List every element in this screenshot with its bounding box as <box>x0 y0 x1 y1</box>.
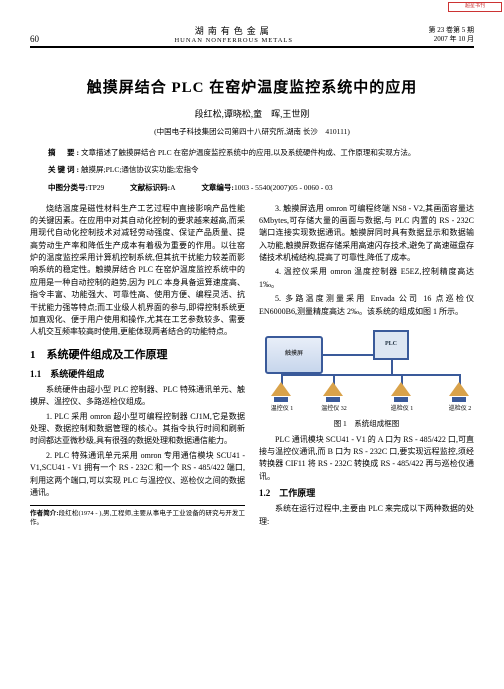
abstract-text: 文章描述了触摸屏结合 PLC 在窑炉温度监控系统中的应用,以及系统硬件构成、工作… <box>81 148 415 157</box>
classification-line: 中图分类号:TP29 文献标识码:A 文章编号:1003 - 5540(2007… <box>48 182 456 193</box>
para: 4. 温控仪采用 omron 温度控制器 E5EZ,控制精度高达 1‰。 <box>259 266 474 291</box>
sensor-label: 温控仪 32 <box>317 405 351 414</box>
issue-date: 2007 年 10 月 <box>429 35 475 44</box>
affiliation: (中国电子科技集团公司第四十八研究所,湖南 长沙 410111) <box>30 126 474 137</box>
page-number: 60 <box>30 34 39 44</box>
volume: 第 23 卷第 5 期 <box>429 26 475 35</box>
cls-val: TP29 <box>88 183 104 192</box>
cls-label: 中图分类号: <box>48 183 88 192</box>
subsection-heading-11: 1.1 系统硬件组成 <box>30 368 245 382</box>
touchscreen-box: 触摸屏 <box>265 336 323 374</box>
para: 1. PLC 采用 omron 超小型可编程控制器 CJ1M,它是数据处理、数据… <box>30 411 245 448</box>
abstract-label: 摘 要: <box>48 148 81 157</box>
keywords-label: 关键词: <box>48 165 81 174</box>
journal-title: 湖南有色金属 HUNAN NONFERROUS METALS <box>39 24 429 44</box>
para: PLC 通讯模块 SCU41 - V1 的 A 口为 RS - 485/422 … <box>259 434 474 484</box>
right-column: 3. 触摸屏选用 omron 可编程终端 NS8 - V2,其画面容量达 6Mb… <box>259 203 474 530</box>
doc-label: 文献标识码: <box>130 183 170 192</box>
sensor-icon <box>271 382 291 402</box>
body-columns: 烧结温度是磁性材料生产工艺过程中直接影响产品性能的关键因素。在应用中对其自动化控… <box>30 203 474 530</box>
doc-val: A <box>170 183 175 192</box>
connector-line <box>391 360 393 374</box>
connector-line <box>281 374 461 376</box>
plc-box: PLC <box>373 330 409 360</box>
left-column: 烧结温度是磁性材料生产工艺过程中直接影响产品性能的关键因素。在应用中对其自动化控… <box>30 203 245 530</box>
sensor-label: 温控仪 1 <box>265 405 299 414</box>
journal-cn: 湖南有色金属 <box>39 24 429 37</box>
sensor-label: 巡检仪 1 <box>385 405 419 414</box>
figure-1: 触摸屏 PLC 温控仪 1 温控仪 32 巡检仪 1 巡检 <box>259 322 474 414</box>
corner-badge: 超星书刊 <box>448 2 502 12</box>
figure-caption: 图 1 系统组成框图 <box>259 418 474 430</box>
para: 烧结温度是磁性材料生产工艺过程中直接影响产品性能的关键因素。在应用中对其自动化控… <box>30 203 245 339</box>
footnote-label: 作者简介: <box>30 510 59 517</box>
para: 系统硬件由超小型 PLC 控制器、PLC 特殊通讯单元、触摸屏、温控仪、多路巡检… <box>30 384 245 409</box>
authors: 段红松,谭晓松,童 晖,王世刚 <box>30 107 474 120</box>
page: 超星书刊 60 湖南有色金属 HUNAN NONFERROUS METALS 第… <box>0 0 504 689</box>
connector-line <box>323 354 373 356</box>
art-val: 1003 - 5540(2007)05 - 0060 - 03 <box>234 183 333 192</box>
sensor-label: 巡检仪 2 <box>443 405 477 414</box>
subsection-heading-12: 1.2 工作原理 <box>259 487 474 501</box>
article-title: 触摸屏结合 PLC 在窑炉温度监控系统中的应用 <box>30 76 474 97</box>
issue-info: 第 23 卷第 5 期 2007 年 10 月 <box>429 26 475 44</box>
sensor-icon <box>391 382 411 402</box>
abstract: 摘 要:文章描述了触摸屏结合 PLC 在窑炉温度监控系统中的应用,以及系统硬件构… <box>48 147 456 158</box>
para: 2. PLC 特殊通讯单元采用 omron 专用通信模块 SCU41 - V1,… <box>30 450 245 500</box>
sensor-icon <box>323 382 343 402</box>
para: 系统在运行过程中,主要由 PLC 来完成以下两种数据的处理: <box>259 503 474 528</box>
journal-en: HUNAN NONFERROUS METALS <box>39 37 429 44</box>
art-label: 文章编号: <box>201 183 234 192</box>
section-heading-1: 1 系统硬件组成及工作原理 <box>30 347 245 364</box>
keywords-text: 触摸屏;PLC;通信协议实功能;宏指令 <box>81 165 199 174</box>
footnote-text: 段红松(1974 - ),男,工程师,主要从事电子工业设备的研究与开发工作。 <box>30 510 245 526</box>
keywords: 关键词:触摸屏;PLC;通信协议实功能;宏指令 <box>48 164 456 175</box>
footnote-divider <box>30 505 245 506</box>
sensor-icon <box>449 382 469 402</box>
footnote: 作者简介:段红松(1974 - ),男,工程师,主要从事电子工业设备的研究与开发… <box>30 509 245 527</box>
para: 3. 触摸屏选用 omron 可编程终端 NS8 - V2,其画面容量达 6Mb… <box>259 203 474 265</box>
diagram-canvas: 触摸屏 PLC 温控仪 1 温控仪 32 巡检仪 1 巡检 <box>261 324 472 412</box>
page-header: 60 湖南有色金属 HUNAN NONFERROUS METALS 第 23 卷… <box>30 24 474 48</box>
para: 5. 多路温度测量采用 Envada 公司 16 点巡检仪 EN6000B6,测… <box>259 293 474 318</box>
